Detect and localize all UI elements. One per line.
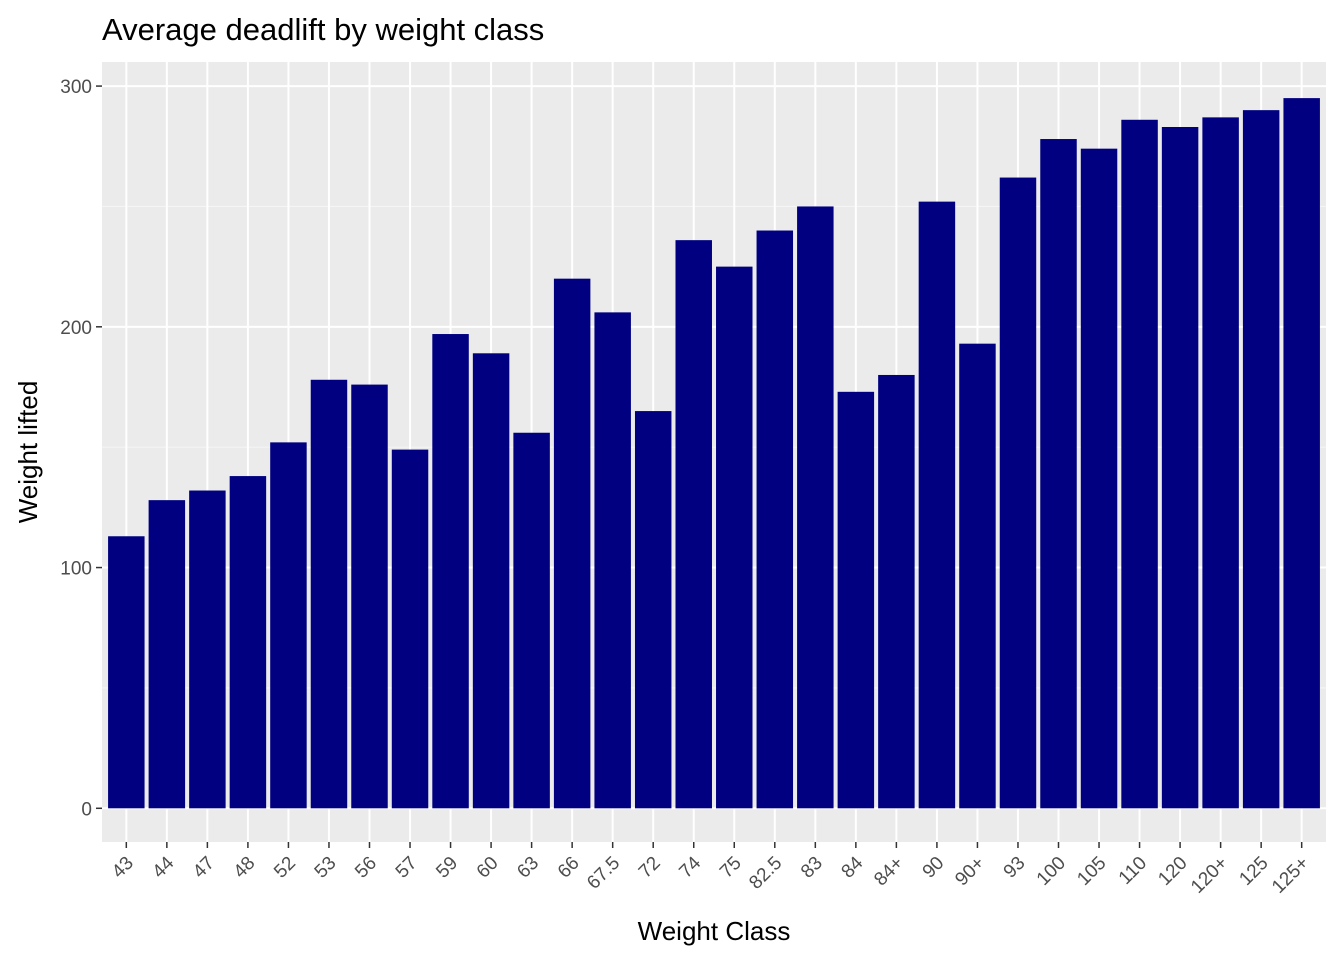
- bar: [1202, 117, 1239, 809]
- y-tick-label: 0: [81, 799, 92, 820]
- x-tick-label: 84+: [870, 853, 908, 891]
- x-tick-label: 110: [1115, 853, 1151, 889]
- x-tick-label: 67.5: [583, 853, 624, 894]
- bar: [148, 500, 186, 809]
- bar: [716, 266, 753, 809]
- bar: [634, 411, 672, 809]
- x-tick-label: 83: [797, 853, 827, 883]
- bar: [391, 449, 429, 809]
- bar: [675, 240, 712, 809]
- x-tick-label: 125+: [1268, 853, 1313, 898]
- x-tick-label: 56: [351, 853, 381, 883]
- x-tick-label: 57: [392, 853, 422, 883]
- bar: [594, 312, 631, 809]
- y-tick-label: 300: [60, 77, 92, 98]
- bar: [918, 201, 956, 809]
- x-tick-label: 74: [675, 852, 705, 882]
- bar: [1161, 127, 1199, 809]
- x-tick-label: 105: [1073, 853, 1110, 890]
- x-tick-label: 90+: [951, 853, 989, 891]
- bar: [229, 476, 267, 809]
- chart-title: Average deadlift by weight class: [102, 12, 544, 47]
- bar: [1283, 98, 1320, 809]
- x-tick-label: 84: [838, 852, 868, 882]
- x-tick-label: 63: [513, 853, 543, 883]
- x-tick-label: 90: [919, 853, 949, 883]
- y-axis-ticks: 0 100 200 300: [60, 77, 102, 820]
- bar: [1242, 110, 1280, 809]
- x-tick-label: 43: [108, 853, 138, 883]
- x-tick-label: 100: [1033, 853, 1070, 890]
- bar: [878, 374, 915, 809]
- x-tick-label: 75: [716, 853, 746, 883]
- bars: [108, 98, 1320, 809]
- bar: [351, 384, 388, 809]
- bar: [797, 206, 834, 809]
- y-tick-label: 100: [60, 559, 92, 580]
- x-tick-label: 125: [1235, 853, 1272, 890]
- x-axis-ticks: 43 44 47 48 52 53 56 57 59 60 63 66 67.5 72 74 75 82.5 83…: [108, 842, 1313, 898]
- bar: [189, 490, 226, 809]
- bar: [553, 278, 591, 809]
- bar: [1121, 119, 1158, 809]
- bar: [108, 536, 145, 809]
- x-tick-label: 44: [149, 852, 179, 882]
- bar: [1080, 148, 1118, 809]
- x-tick-label: 60: [473, 853, 503, 883]
- x-tick-label: 47: [189, 853, 219, 883]
- bar: [1040, 139, 1077, 809]
- bar: [270, 442, 307, 809]
- bar: [756, 230, 794, 809]
- bar: [959, 343, 996, 809]
- bar: [432, 334, 469, 809]
- x-axis-title: Weight Class: [638, 916, 791, 946]
- bar: [513, 432, 550, 809]
- bar: [999, 177, 1037, 809]
- bar: [310, 379, 348, 809]
- x-tick-label: 59: [432, 853, 462, 883]
- x-tick-label: 66: [554, 853, 584, 883]
- x-tick-label: 53: [311, 853, 341, 883]
- y-axis-title: Weight lifted: [13, 381, 43, 524]
- x-tick-label: 93: [1000, 853, 1030, 883]
- bar: [472, 353, 510, 809]
- x-tick-label: 120+: [1187, 853, 1232, 898]
- bar: [837, 391, 875, 809]
- x-tick-label: 120: [1154, 853, 1191, 890]
- y-tick-label: 200: [60, 318, 92, 339]
- x-tick-label: 72: [635, 853, 665, 883]
- x-tick-label: 52: [270, 853, 300, 883]
- x-tick-label: 48: [230, 853, 260, 883]
- x-tick-label: 82.5: [745, 853, 786, 894]
